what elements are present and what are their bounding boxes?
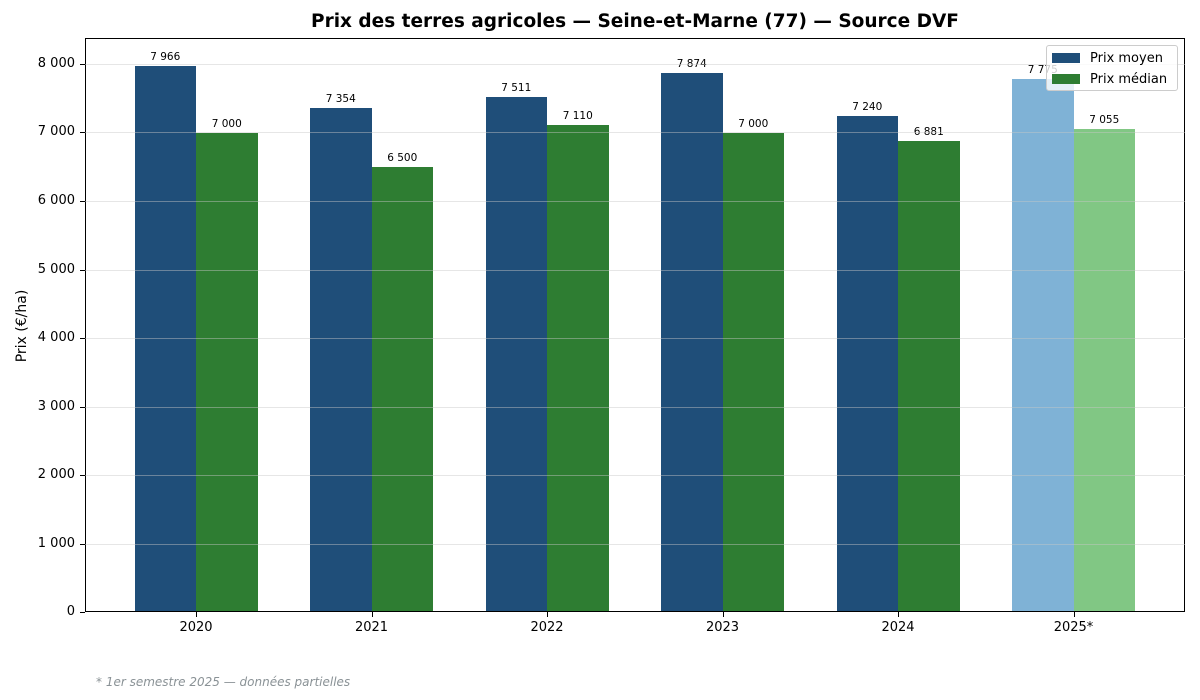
bar-value-label: 7 874	[676, 57, 707, 70]
bar-value-label: 7 511	[501, 82, 532, 95]
y-tick	[80, 132, 85, 133]
gridline	[85, 338, 1185, 339]
legend-item-mean: Prix moyen	[1052, 50, 1163, 66]
x-tick	[898, 612, 899, 617]
chart-title: Prix des terres agricoles — Seine-et-Mar…	[311, 11, 959, 32]
y-tick-label: 0	[66, 604, 75, 619]
y-axis-title: Prix (€/ha)	[14, 289, 30, 363]
y-tick-label: 4 000	[37, 330, 75, 345]
gridline	[85, 270, 1185, 271]
bar-mean	[134, 66, 196, 612]
bar-value-label: 6 881	[913, 125, 944, 138]
y-tick-label: 2 000	[37, 467, 75, 482]
bar-median	[1073, 128, 1135, 612]
x-tick-label: 2025*	[1053, 620, 1094, 635]
y-tick	[80, 612, 85, 613]
x-tick	[1074, 612, 1075, 617]
bar-median	[371, 166, 433, 612]
x-tick-label: 2023	[705, 620, 740, 635]
bar-value-label: 7 110	[562, 109, 593, 122]
gridline	[85, 407, 1185, 408]
bar-value-label: 7 354	[325, 93, 356, 106]
x-tick-label: 2022	[530, 620, 564, 635]
legend-label: Prix moyen	[1090, 50, 1163, 66]
bar-mean	[661, 72, 723, 612]
plot-area	[85, 38, 1185, 612]
y-tick	[80, 201, 85, 202]
bar-value-label: 6 500	[387, 151, 418, 164]
y-tick	[80, 338, 85, 339]
bar-value-label: 7 000	[211, 117, 242, 130]
bar-mean	[485, 97, 547, 612]
y-tick	[80, 64, 85, 65]
legend-label: Prix médian	[1090, 71, 1168, 87]
legend-swatch-median	[1052, 74, 1080, 84]
x-tick	[547, 612, 548, 617]
gridline	[85, 132, 1185, 133]
y-tick-label: 3 000	[37, 399, 75, 414]
y-tick-label: 7 000	[37, 124, 75, 139]
y-tick	[80, 270, 85, 271]
y-tick-label: 1 000	[37, 536, 75, 551]
legend: Prix moyen Prix médian	[1046, 45, 1178, 91]
bar-value-label: 7 055	[1089, 113, 1120, 126]
bar-mean	[1012, 79, 1074, 612]
x-tick	[372, 612, 373, 617]
bar-value-label: 7 240	[852, 101, 883, 114]
footnote: * 1er semestre 2025 — données partielles	[96, 675, 351, 689]
x-tick-label: 2021	[354, 620, 389, 635]
bar-median	[722, 132, 784, 612]
y-tick	[80, 407, 85, 408]
y-tick	[80, 475, 85, 476]
legend-item-median: Prix médian	[1052, 71, 1168, 87]
bar-mean	[836, 116, 898, 612]
bar-value-label: 7 000	[738, 117, 769, 130]
y-tick-label: 8 000	[37, 56, 75, 71]
x-tick-label: 2024	[881, 620, 915, 635]
gridline	[85, 544, 1185, 545]
x-tick	[723, 612, 724, 617]
legend-swatch-mean	[1052, 53, 1080, 63]
gridline	[85, 475, 1185, 476]
bar-median	[898, 140, 960, 612]
bar-median	[547, 124, 609, 612]
bar-mean	[310, 108, 372, 612]
x-tick	[196, 612, 197, 617]
y-tick	[80, 544, 85, 545]
x-tick-label: 2020	[179, 620, 213, 635]
y-tick-label: 5 000	[37, 262, 75, 277]
bar-value-label: 7 966	[150, 51, 181, 64]
y-tick-label: 6 000	[37, 193, 75, 208]
bar-median	[196, 132, 258, 612]
gridline	[85, 201, 1185, 202]
gridline	[85, 64, 1185, 65]
